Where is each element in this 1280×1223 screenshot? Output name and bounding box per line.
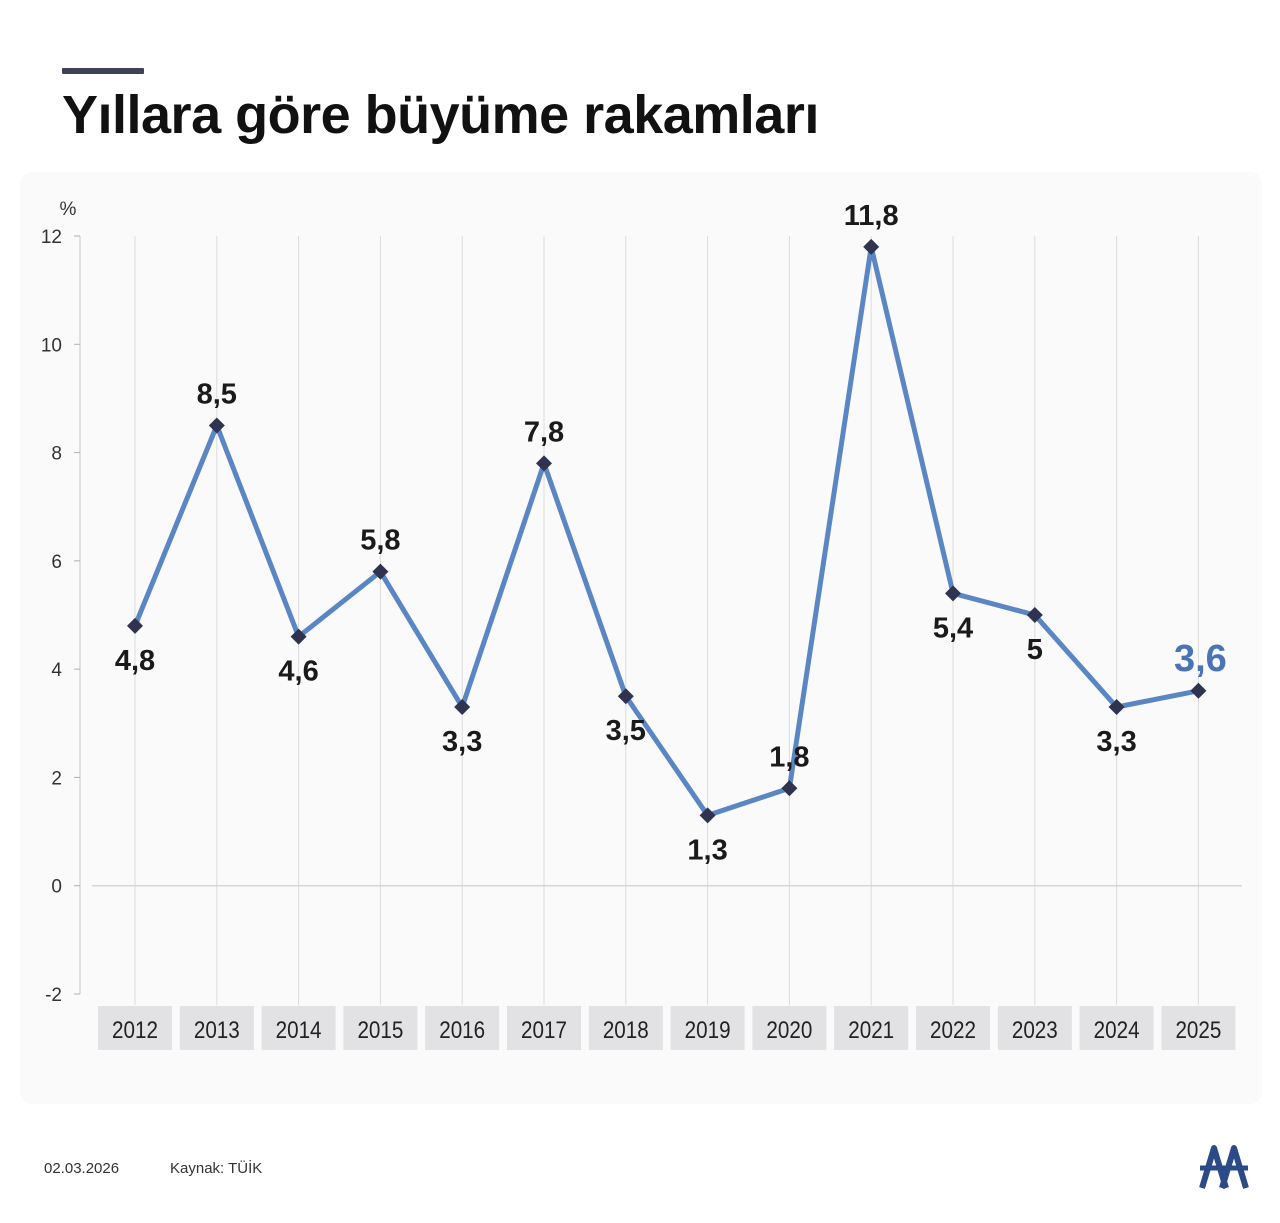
- x-tick-label: 2012: [112, 1017, 158, 1044]
- x-tick-label: 2015: [357, 1017, 403, 1044]
- data-point: [863, 238, 880, 255]
- x-tick-label: 2013: [194, 1017, 240, 1044]
- data-label: 3,5: [606, 715, 646, 747]
- x-tick-label: 2024: [1094, 1017, 1140, 1044]
- x-tick-label: 2022: [930, 1017, 976, 1044]
- x-category-box: [425, 1006, 500, 1050]
- footer-source: Kaynak: TÜİK: [170, 1160, 263, 1177]
- data-label: 3,3: [442, 726, 482, 758]
- x-category-box: [1161, 1006, 1236, 1050]
- y-axis-unit-label: %: [60, 199, 77, 220]
- x-category-box: [997, 1006, 1072, 1050]
- data-label: 5,8: [360, 525, 400, 557]
- data-label: 5: [1027, 634, 1043, 666]
- x-category-box: [1079, 1006, 1154, 1050]
- data-point: [127, 617, 143, 634]
- series-line: [132, 244, 1201, 818]
- x-tick-label: 2020: [766, 1017, 812, 1044]
- footer-date: 02.03.2026: [44, 1160, 120, 1177]
- x-category-box: [507, 1006, 581, 1050]
- x-tick-label: 2014: [276, 1017, 322, 1044]
- data-point: [536, 455, 552, 472]
- data-point: [945, 585, 961, 602]
- y-tick-label: 12: [41, 227, 62, 248]
- data-label: 11,8: [844, 200, 899, 232]
- x-tick-label: 2018: [603, 1017, 649, 1044]
- y-tick-label: 0: [51, 877, 62, 898]
- x-category-box: [343, 1006, 418, 1050]
- x-category-box: [670, 1006, 745, 1050]
- y-tick-label: 6: [51, 552, 62, 573]
- data-label: 3,3: [1096, 726, 1136, 758]
- x-tick-label: 2016: [439, 1017, 485, 1044]
- y-tick-label: -2: [45, 985, 62, 1006]
- data-point: [208, 417, 225, 434]
- x-category-box: [916, 1006, 990, 1050]
- y-tick-label: 4: [51, 660, 62, 681]
- x-category-box: [261, 1006, 336, 1050]
- data-label: 1,3: [687, 834, 727, 866]
- x-category-box: [179, 1006, 254, 1050]
- data-label: 8,5: [197, 379, 237, 411]
- x-tick-label: 2019: [685, 1017, 731, 1044]
- x-category-box: [834, 1006, 909, 1050]
- data-point: [781, 780, 798, 797]
- data-point: [1190, 682, 1207, 699]
- aa-logo-icon: [1199, 1145, 1249, 1189]
- page-title: Yıllara göre büyüme rakamları: [62, 85, 819, 145]
- y-tick-label: 2: [51, 768, 62, 789]
- data-point: [1108, 699, 1125, 716]
- data-point: [290, 628, 307, 645]
- title-accent-bar: [62, 68, 144, 74]
- data-point: [699, 807, 716, 824]
- y-tick-label: 10: [41, 335, 62, 356]
- x-tick-label: 2025: [1175, 1017, 1221, 1044]
- y-tick-label: 8: [51, 444, 62, 465]
- data-label: 7,8: [524, 416, 564, 448]
- x-tick-label: 2021: [848, 1017, 894, 1044]
- x-tick-label: 2023: [1012, 1017, 1058, 1044]
- data-point: [1026, 607, 1043, 623]
- x-tick-label: 2017: [521, 1017, 567, 1044]
- x-category-box: [752, 1006, 827, 1050]
- data-point: [454, 699, 471, 716]
- data-point: [372, 563, 389, 580]
- data-label: 3,6: [1174, 638, 1227, 680]
- data-label: 1,8: [769, 741, 809, 773]
- x-category-box: [588, 1006, 663, 1050]
- data-point: [617, 688, 634, 705]
- data-label: 5,4: [933, 612, 973, 644]
- data-label: 4,8: [115, 645, 155, 677]
- x-category-box: [98, 1006, 172, 1050]
- data-label: 4,6: [278, 656, 318, 688]
